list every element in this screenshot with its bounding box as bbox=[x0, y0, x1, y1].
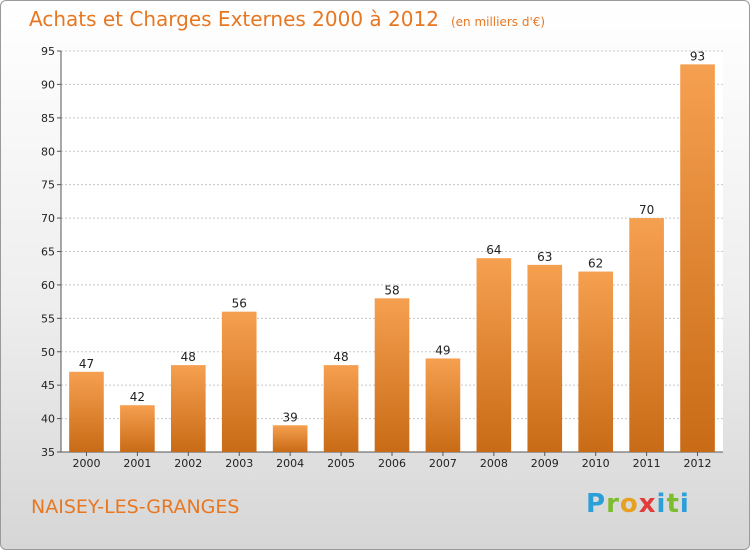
proxiti-logo: Proxiti bbox=[586, 489, 690, 519]
bar bbox=[323, 365, 359, 452]
bar-value-label: 49 bbox=[435, 343, 450, 357]
x-tick-label: 2003 bbox=[225, 457, 253, 470]
bar-value-label: 39 bbox=[283, 410, 298, 424]
x-tick-label: 2009 bbox=[531, 457, 559, 470]
bar-value-label: 58 bbox=[384, 283, 399, 297]
logo-letter: x bbox=[638, 489, 657, 519]
y-tick-label: 40 bbox=[41, 413, 55, 426]
bar-value-label: 56 bbox=[232, 297, 247, 311]
bar bbox=[69, 371, 104, 452]
x-tick-label: 2007 bbox=[429, 457, 457, 470]
bar bbox=[425, 358, 461, 452]
y-tick-label: 85 bbox=[41, 112, 55, 125]
y-tick-label: 55 bbox=[41, 312, 55, 325]
bar bbox=[374, 298, 410, 452]
logo-letter: i bbox=[679, 489, 690, 519]
bar-value-label: 70 bbox=[639, 203, 654, 217]
x-tick-label: 2001 bbox=[123, 457, 151, 470]
x-tick-label: 2010 bbox=[582, 457, 610, 470]
x-tick-label: 2005 bbox=[327, 457, 355, 470]
chart-title: Achats et Charges Externes 2000 à 2012 (e… bbox=[29, 7, 545, 31]
y-tick-label: 50 bbox=[41, 346, 55, 359]
bar bbox=[221, 311, 257, 452]
x-tick-label: 2008 bbox=[480, 457, 508, 470]
bar-value-label: 93 bbox=[690, 49, 705, 63]
bar bbox=[629, 218, 664, 452]
title-text: Achats et Charges Externes 2000 à 2012 bbox=[29, 7, 439, 31]
logo-letter: r bbox=[606, 489, 620, 519]
y-tick-label: 45 bbox=[41, 379, 55, 392]
bar bbox=[170, 365, 206, 452]
bar bbox=[476, 258, 512, 452]
logo-letter: o bbox=[619, 489, 639, 519]
x-tick-label: 2011 bbox=[633, 457, 661, 470]
bar bbox=[527, 264, 563, 452]
y-tick-label: 95 bbox=[41, 45, 55, 58]
bar bbox=[680, 64, 715, 452]
bar-value-label: 48 bbox=[333, 350, 348, 364]
chart-subtitle: (en milliers d'€) bbox=[450, 15, 546, 29]
y-tick-label: 75 bbox=[41, 179, 55, 192]
bar-value-label: 42 bbox=[130, 390, 145, 404]
bar-value-label: 63 bbox=[537, 250, 552, 264]
bar bbox=[272, 425, 308, 452]
bar-value-label: 47 bbox=[79, 357, 94, 371]
y-tick-label: 80 bbox=[41, 145, 55, 158]
y-tick-label: 70 bbox=[41, 212, 55, 225]
commune-name: NAISEY-LES-GRANGES bbox=[31, 496, 240, 518]
bar-value-label: 48 bbox=[181, 350, 196, 364]
x-tick-label: 2002 bbox=[174, 457, 202, 470]
logo-letter: t bbox=[666, 489, 680, 519]
bar-value-label: 62 bbox=[588, 257, 603, 271]
x-tick-label: 2006 bbox=[378, 457, 406, 470]
bar bbox=[120, 405, 155, 452]
logo-letter: P bbox=[586, 489, 607, 519]
x-tick-label: 2012 bbox=[684, 457, 712, 470]
y-tick-label: 60 bbox=[41, 279, 55, 292]
logo-letter: i bbox=[656, 489, 667, 519]
y-tick-label: 90 bbox=[41, 78, 55, 91]
x-tick-label: 2000 bbox=[72, 457, 100, 470]
y-tick-label: 65 bbox=[41, 246, 55, 259]
y-tick-label: 35 bbox=[41, 446, 55, 459]
x-tick-label: 2004 bbox=[276, 457, 304, 470]
bar-value-label: 64 bbox=[486, 243, 501, 257]
bar bbox=[578, 271, 614, 452]
